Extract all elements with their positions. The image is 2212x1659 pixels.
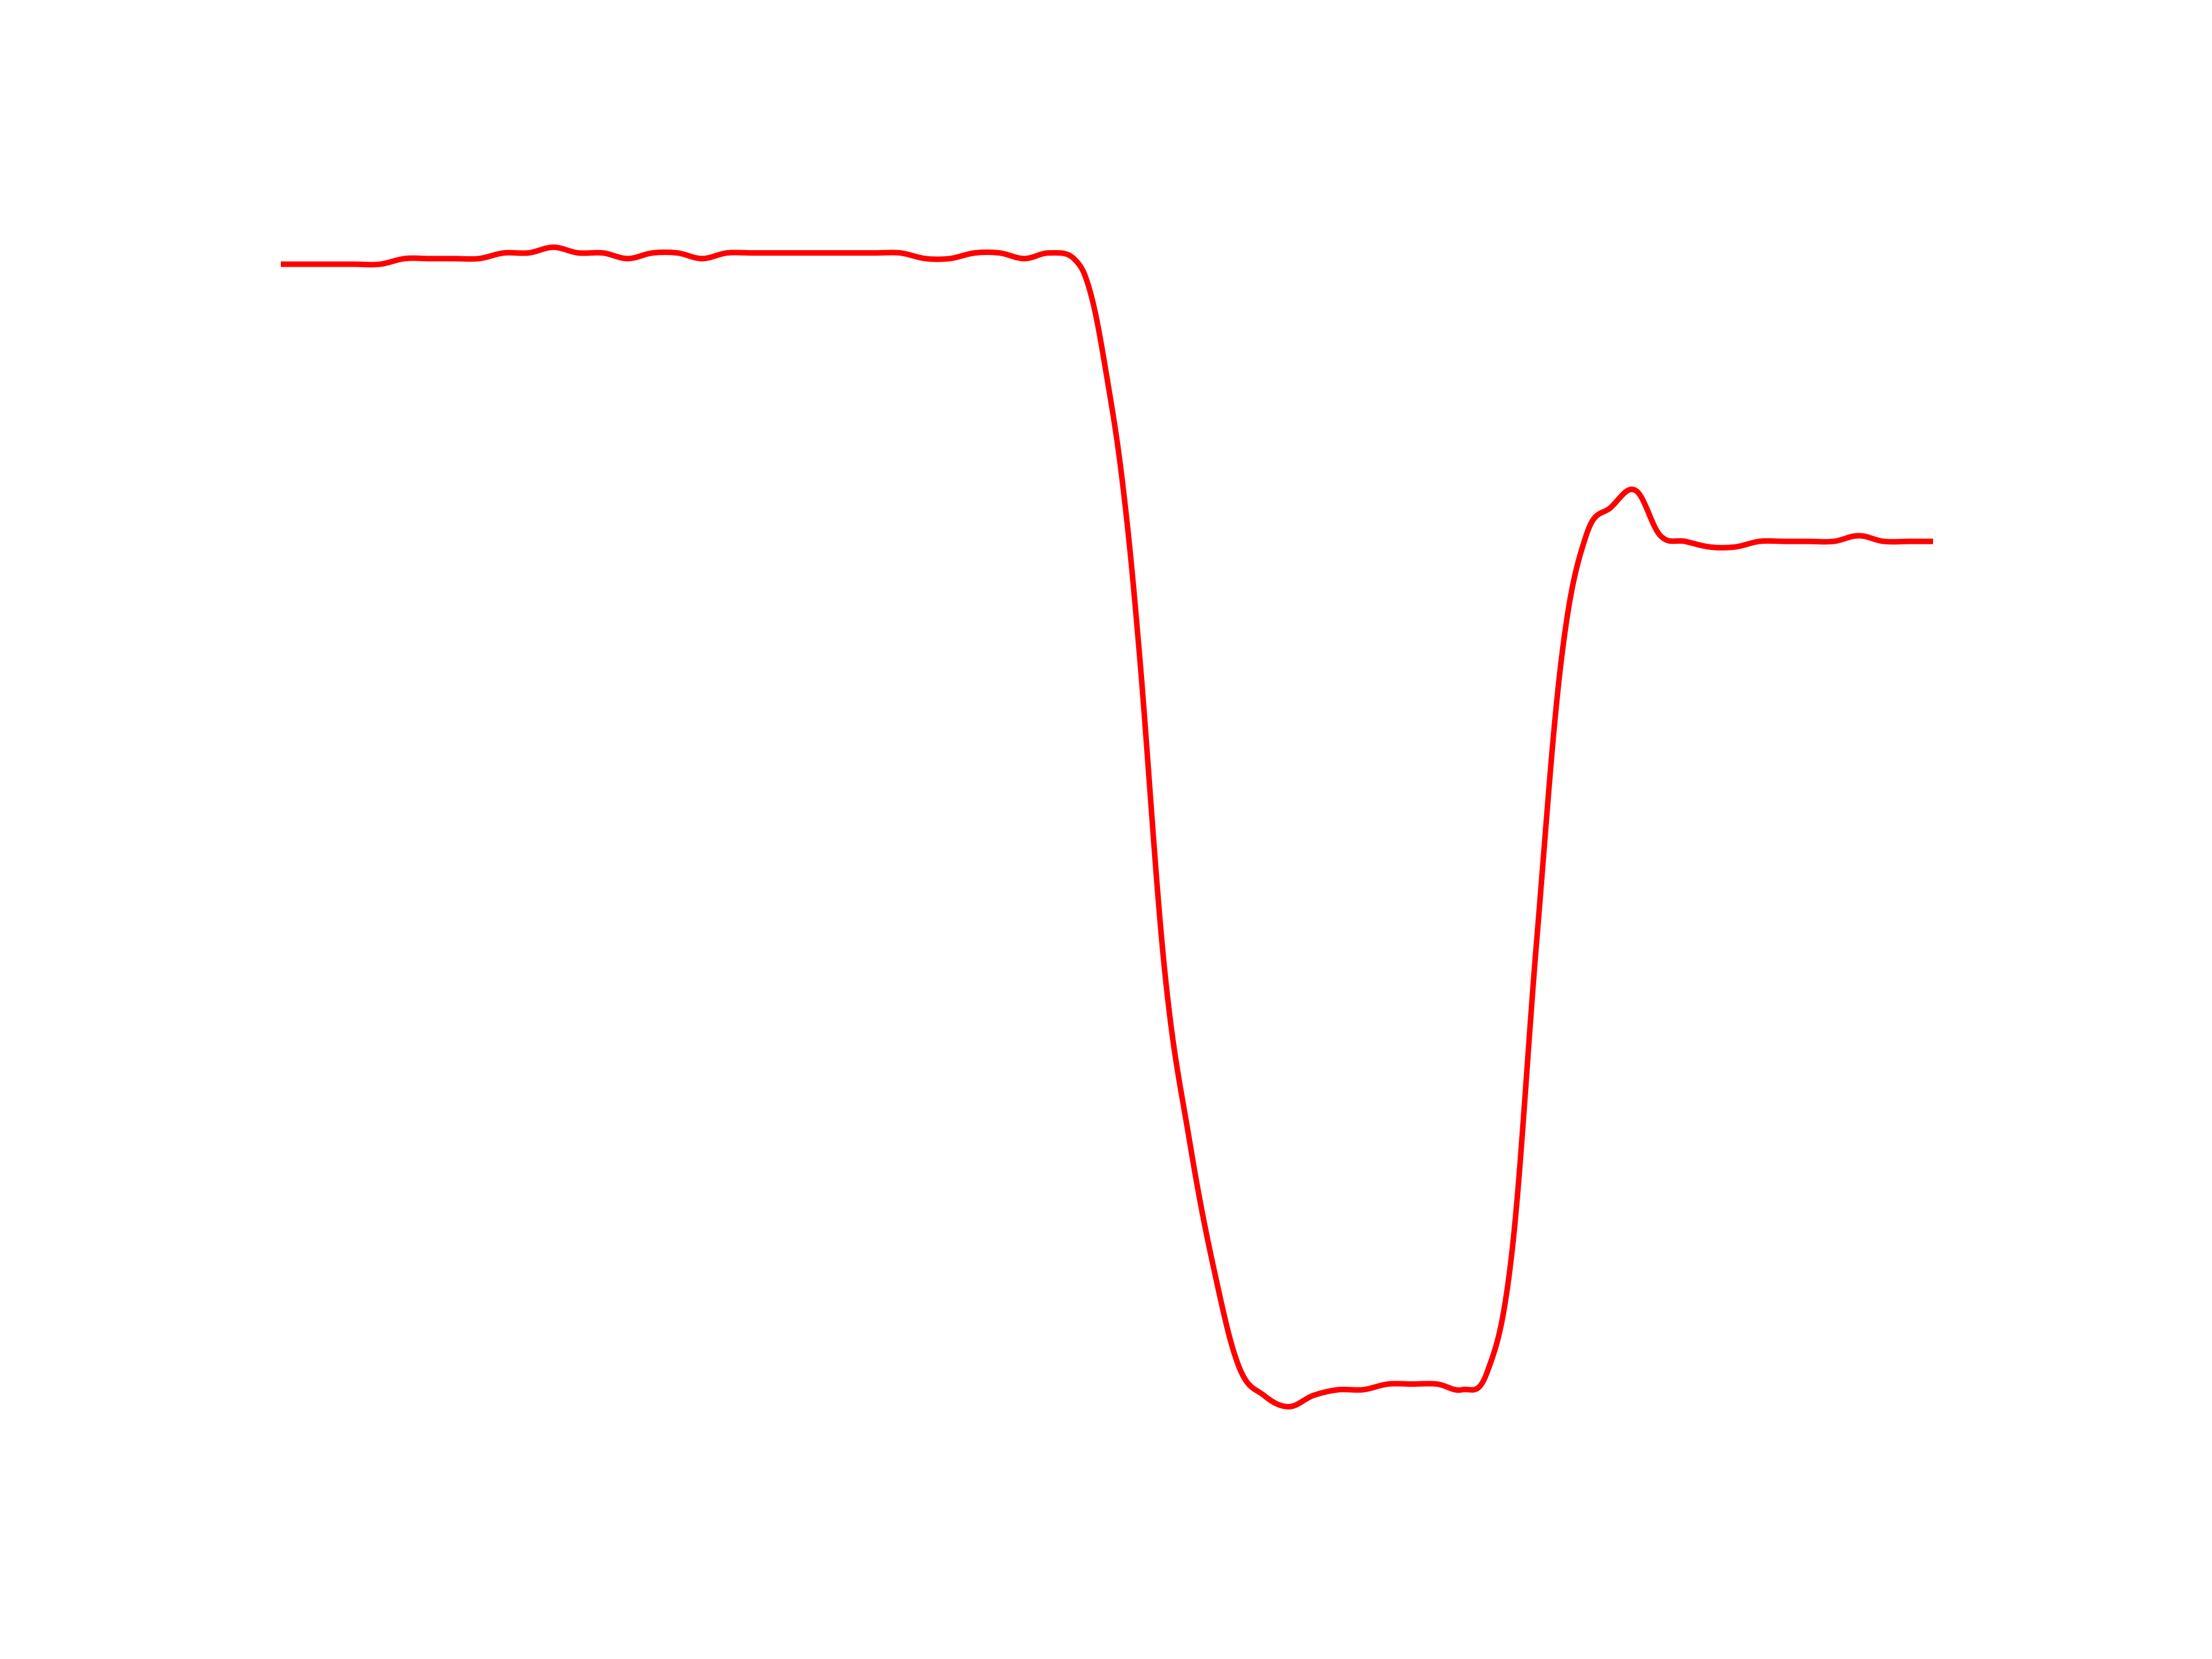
series-line-1 (281, 244, 1933, 1410)
plot-area (281, 244, 1933, 1410)
